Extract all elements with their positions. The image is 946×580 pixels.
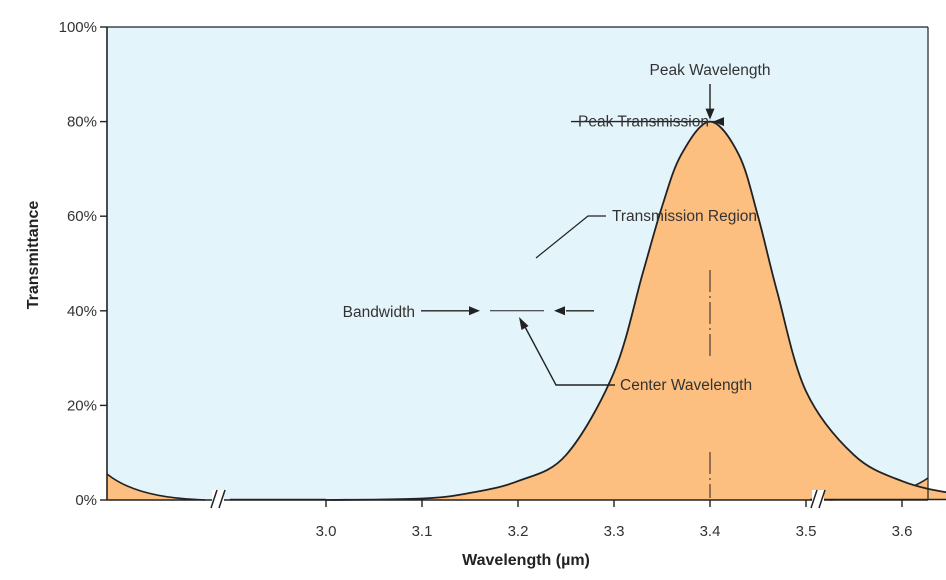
y-axis-title: Transmittance [25,201,42,310]
y-tick-label: 100% [59,19,97,36]
x-tick-label: 3.2 [508,523,529,540]
peak-transmission-label: Peak Transmission [578,114,709,131]
left-edge-fill [107,474,202,500]
peak-wavelength-label: Peak Wavelength [650,62,771,79]
transmission-curve [325,120,946,501]
x-axis-title: Wavelength (µm) [462,552,590,569]
y-tick-label: 0% [75,492,97,509]
transmission-region-label: Transmission Region [612,208,757,225]
y-tick-label: 20% [67,397,97,414]
arrowhead [705,108,715,120]
axis-break-mark [810,489,826,509]
center-wavelength-pointer [523,324,615,386]
arrowhead [554,306,565,316]
arrowhead [713,117,724,127]
arrowhead [469,306,480,316]
transmission-region-leader [535,215,606,259]
arrowhead [519,317,529,330]
x-tick-label: 3.6 [892,523,913,540]
x-tick-label: 3.1 [412,523,433,540]
bandwidth-label: Bandwidth [343,304,415,321]
y-tick-label: 60% [67,208,97,225]
x-tick-label: 3.4 [700,523,721,540]
center-wavelength-label: Center Wavelength [620,377,752,394]
y-tick-label: 40% [67,303,97,320]
axis-break-mark [210,489,226,509]
y-tick-label: 80% [67,114,97,131]
x-tick-label: 3.3 [604,523,625,540]
x-tick-label: 3.0 [316,523,337,540]
x-tick-label: 3.5 [796,523,817,540]
transmission-region-fill [326,121,946,500]
